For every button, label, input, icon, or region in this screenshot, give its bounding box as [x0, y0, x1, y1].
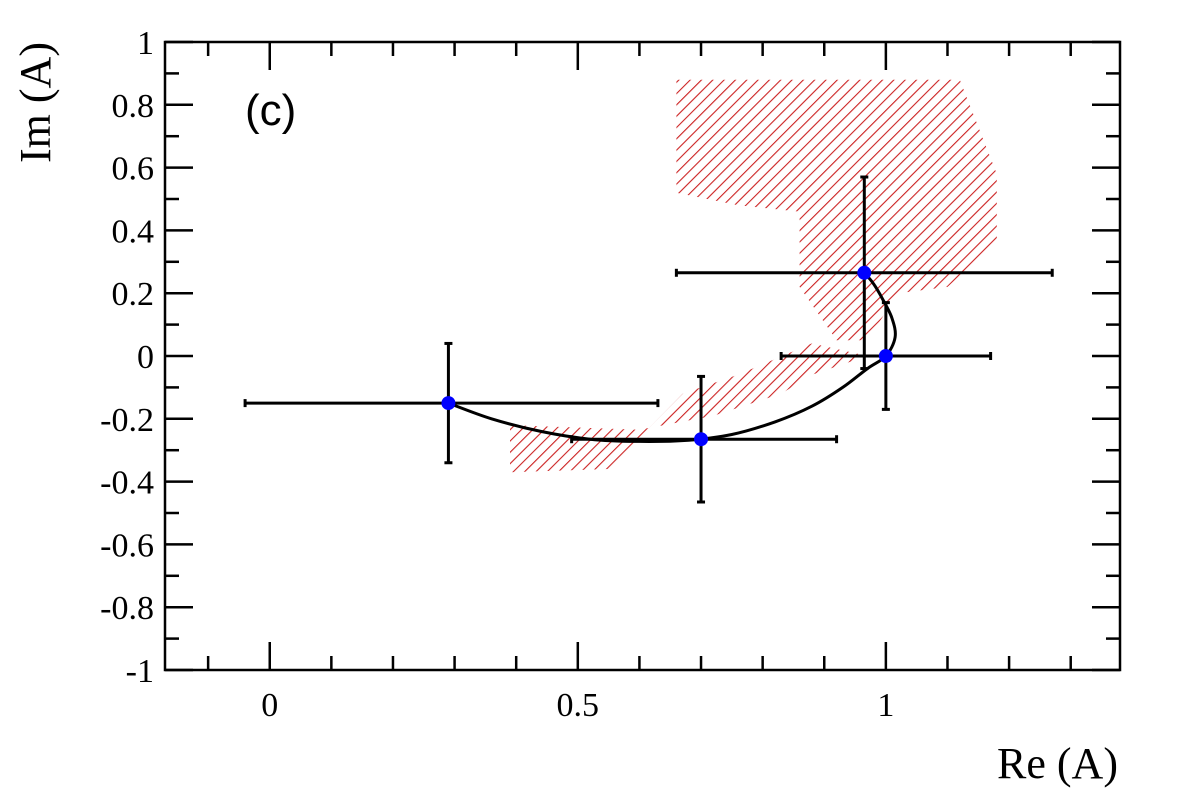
y-tick-label: 1 — [137, 25, 154, 62]
y-tick-label: -0.4 — [100, 465, 154, 502]
error-band-2 — [676, 79, 997, 341]
fit-curve — [447, 271, 897, 443]
y-tick-label: 0.6 — [112, 151, 155, 188]
y-tick-label: 0 — [137, 339, 154, 376]
y-tick-label: -0.2 — [100, 402, 154, 439]
y-tick-label: -1 — [126, 653, 154, 690]
data-point-4 — [878, 349, 893, 363]
y-tick-label: -0.6 — [100, 527, 154, 564]
error-band-1 — [510, 343, 868, 473]
x-tick-label: 0 — [261, 687, 278, 724]
y-tick-label: 0.4 — [112, 213, 155, 250]
x-axis-title: Re (A) — [997, 739, 1118, 788]
y-tick-label: -0.8 — [100, 590, 154, 627]
x-tick-label: 1 — [877, 687, 894, 724]
x-tick-label: 0.5 — [557, 687, 600, 724]
y-tick-label: 0.8 — [112, 88, 155, 125]
y-tick-labels: 1 0.8 0.6 0.4 0.2 0 -0.2 -0.4 -0.6 -0.8 -1 — [100, 25, 154, 690]
data-points — [441, 265, 893, 447]
panel-label: (c) — [245, 86, 296, 135]
x-tick-labels: 0 0.5 1 — [261, 687, 894, 724]
data-point-3 — [857, 265, 872, 280]
data-point-2 — [694, 432, 709, 447]
data-point-1 — [441, 396, 456, 411]
axis-ticks — [165, 40, 1120, 672]
y-axis-title: Im (A) — [11, 42, 60, 163]
y-tick-label: 0.2 — [112, 276, 155, 313]
error-bands — [510, 79, 997, 473]
